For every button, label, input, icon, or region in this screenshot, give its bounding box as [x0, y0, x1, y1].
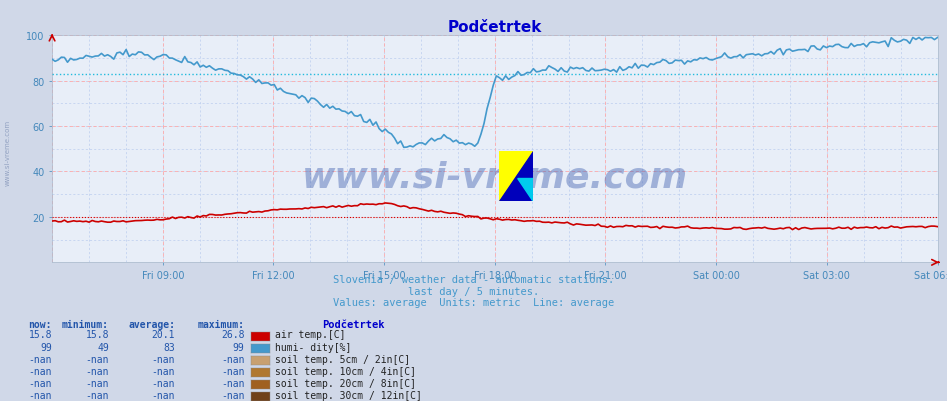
Text: humi- dity[%]: humi- dity[%] [275, 342, 351, 352]
Text: now:: now: [28, 319, 52, 329]
Text: soil temp. 10cm / 4in[C]: soil temp. 10cm / 4in[C] [275, 366, 416, 376]
Text: -nan: -nan [85, 366, 109, 376]
Text: 99: 99 [41, 342, 52, 352]
Text: last day / 5 minutes.: last day / 5 minutes. [408, 286, 539, 296]
Text: soil temp. 5cm / 2in[C]: soil temp. 5cm / 2in[C] [275, 354, 410, 364]
Polygon shape [499, 152, 533, 201]
Text: 20.1: 20.1 [152, 330, 175, 340]
Text: -nan: -nan [221, 366, 244, 376]
Text: Values: average  Units: metric  Line: average: Values: average Units: metric Line: aver… [333, 297, 614, 307]
Text: 49: 49 [98, 342, 109, 352]
Text: soil temp. 30cm / 12in[C]: soil temp. 30cm / 12in[C] [275, 390, 421, 400]
Text: -nan: -nan [85, 390, 109, 400]
Text: Slovenia / weather data - automatic stations.: Slovenia / weather data - automatic stat… [333, 275, 614, 285]
Text: -nan: -nan [221, 378, 244, 388]
Text: soil temp. 20cm / 8in[C]: soil temp. 20cm / 8in[C] [275, 378, 416, 388]
Text: www.si-vreme.com: www.si-vreme.com [5, 119, 10, 185]
Polygon shape [518, 179, 533, 201]
Text: -nan: -nan [152, 390, 175, 400]
Text: -nan: -nan [28, 378, 52, 388]
Text: -nan: -nan [152, 378, 175, 388]
Text: -nan: -nan [28, 366, 52, 376]
Text: -nan: -nan [28, 390, 52, 400]
Text: 15.8: 15.8 [85, 330, 109, 340]
Polygon shape [499, 152, 533, 201]
Text: -nan: -nan [28, 354, 52, 364]
Text: -nan: -nan [85, 378, 109, 388]
Text: 26.8: 26.8 [221, 330, 244, 340]
Text: www.si-vreme.com: www.si-vreme.com [302, 160, 688, 194]
Text: 83: 83 [164, 342, 175, 352]
Text: Podčetrtek: Podčetrtek [322, 319, 384, 329]
Text: minimum:: minimum: [62, 319, 109, 329]
Title: Podčetrtek: Podčetrtek [448, 20, 542, 35]
Text: -nan: -nan [221, 354, 244, 364]
Text: -nan: -nan [221, 390, 244, 400]
Text: maximum:: maximum: [197, 319, 244, 329]
Text: -nan: -nan [85, 354, 109, 364]
Text: -nan: -nan [152, 354, 175, 364]
Text: air temp.[C]: air temp.[C] [275, 330, 345, 340]
Text: 99: 99 [233, 342, 244, 352]
Text: -nan: -nan [152, 366, 175, 376]
Text: 15.8: 15.8 [28, 330, 52, 340]
Text: average:: average: [128, 319, 175, 329]
